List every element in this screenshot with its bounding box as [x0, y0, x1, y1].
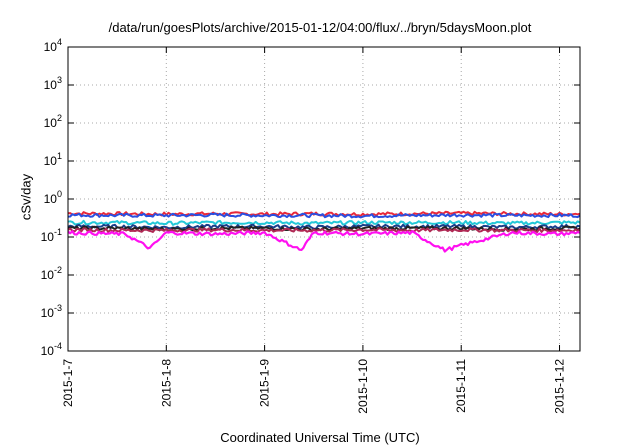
y-tick-label: 104 — [44, 37, 62, 54]
series-line — [67, 230, 581, 253]
x-tick-label: 2015-1-10 — [356, 359, 370, 414]
x-tick-label: 2015-1-9 — [258, 359, 272, 407]
y-tick-label: 103 — [44, 75, 62, 92]
y-tick-label: 100 — [44, 189, 62, 206]
y-tick-label: 10-2 — [41, 265, 62, 282]
chart-title: /data/run/goesPlots/archive/2015-01-12/0… — [108, 20, 532, 35]
grid — [67, 47, 580, 351]
y-tick-label: 10-1 — [41, 227, 62, 244]
y-tick-label: 10-3 — [41, 303, 62, 320]
x-tick-label: 2015-1-8 — [159, 359, 173, 407]
x-tick-label: 2015-1-12 — [553, 359, 567, 414]
x-tick-label: 2015-1-7 — [61, 359, 75, 407]
series-line — [67, 219, 581, 226]
series-group — [67, 210, 581, 253]
x-tick-label: 2015-1-11 — [454, 359, 468, 413]
x-axis-label: Coordinated Universal Time (UTC) — [220, 430, 420, 445]
y-tick-label: 101 — [44, 151, 62, 168]
y-tick-label: 102 — [44, 113, 62, 130]
series-line — [67, 227, 581, 233]
series-line — [67, 212, 581, 219]
y-tick-label: 10-4 — [41, 341, 62, 358]
series-line — [67, 225, 581, 232]
